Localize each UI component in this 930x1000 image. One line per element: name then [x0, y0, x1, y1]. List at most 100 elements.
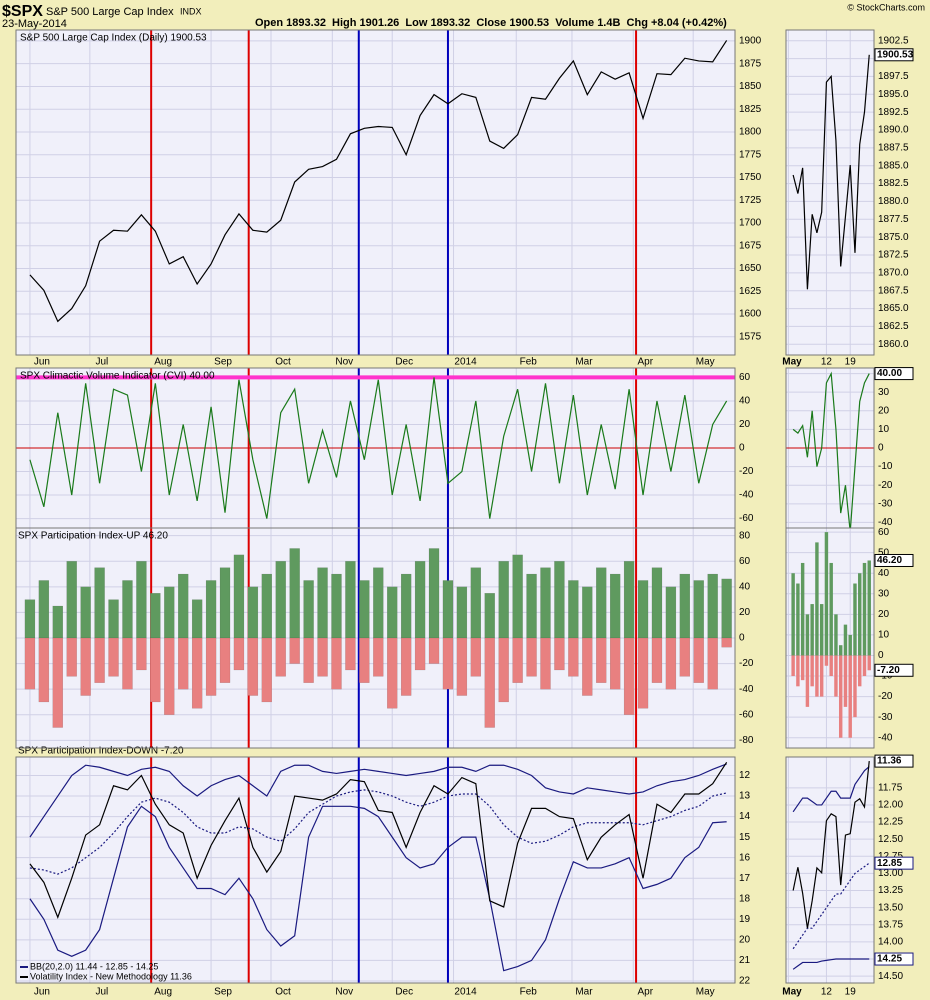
bar [679, 573, 691, 639]
bar [122, 580, 133, 639]
line [29, 805, 727, 972]
bar [568, 637, 579, 677]
bar [331, 637, 342, 690]
bar [637, 637, 649, 709]
bar [373, 637, 384, 677]
x-tick-label: Jun [34, 987, 50, 998]
x-tick-label: Dec [395, 987, 413, 998]
bar [829, 655, 833, 677]
bar [838, 655, 843, 738]
bar [526, 573, 537, 639]
y-tick-label: 1600 [739, 309, 762, 320]
y-tick-label: 1897.5 [878, 71, 909, 82]
bar [819, 604, 824, 656]
bar [108, 637, 119, 677]
y-tick-label: 1895.0 [878, 89, 909, 100]
y-tick-label: -60 [739, 709, 754, 720]
bar [540, 637, 551, 690]
y-tick-label: 11.75 [878, 782, 903, 793]
y-tick-label: 40 [739, 396, 751, 407]
x-tick-label: Nov [335, 357, 353, 368]
x-tick-label: 2014 [454, 357, 477, 368]
bar [414, 637, 426, 671]
x-tick-label: Jun [34, 357, 50, 368]
y-tick-label: 60 [739, 556, 751, 567]
bar [400, 573, 412, 639]
bar [24, 637, 36, 690]
bar [400, 637, 412, 696]
bar [94, 567, 105, 639]
bar [498, 637, 509, 703]
y-tick-label: 1865.0 [878, 303, 909, 314]
bar [470, 637, 481, 677]
y-tick-label: 1850 [739, 81, 762, 92]
bar [289, 637, 300, 664]
x-tick-label: Mar [575, 357, 593, 368]
y-tick-label: 1890.0 [878, 125, 909, 136]
bar [275, 637, 286, 677]
bar [526, 637, 537, 677]
y-tick-label: 1800 [739, 127, 762, 138]
y-tick-label: 14 [739, 811, 751, 822]
bar [665, 637, 677, 690]
bar [80, 586, 91, 639]
bar [848, 634, 852, 656]
y-tick-label: 10 [878, 424, 890, 435]
y-tick-label: 1885.0 [878, 160, 909, 171]
y-tick-label: 1675 [739, 240, 762, 251]
panel [15, 29, 736, 356]
bar [484, 637, 495, 728]
x-tick-label: May [696, 987, 715, 998]
y-tick-label: 12.25 [878, 817, 903, 828]
y-tick-label: -20 [878, 691, 893, 702]
panel-border [785, 29, 875, 356]
bar [80, 637, 91, 696]
y-tick-label: 1882.5 [878, 178, 909, 189]
bar [38, 637, 50, 703]
bar [387, 637, 398, 709]
line [29, 377, 728, 519]
bar [66, 637, 77, 677]
bar [829, 562, 833, 656]
x-tick-label: May [782, 357, 802, 368]
bar [38, 580, 50, 639]
credit: © StockCharts.com [847, 2, 925, 12]
x-tick-label: Apr [637, 987, 653, 998]
y-tick-label: 20 [739, 607, 751, 618]
bar [108, 599, 119, 639]
y-tick-label: 1725 [739, 195, 762, 206]
x-tick-label: 12 [821, 357, 833, 368]
bar [442, 580, 454, 639]
bar [810, 655, 814, 687]
y-tick-label: 40 [878, 568, 890, 579]
bar [858, 573, 862, 656]
bar [853, 583, 857, 656]
panel-title: SPX Participation Index-DOWN -7.20 [18, 746, 184, 757]
y-tick-label: 22 [739, 976, 751, 987]
bar [596, 637, 607, 683]
bar [834, 655, 838, 697]
y-tick-label: 20 [739, 419, 751, 430]
y-tick-label: -40 [739, 684, 754, 695]
y-tick-label: -30 [878, 712, 893, 723]
y-tick-label: 80 [739, 530, 751, 541]
bar [52, 605, 63, 639]
value-box [874, 367, 914, 381]
bar [665, 586, 677, 639]
value-label: 40.00 [877, 368, 902, 379]
bar [540, 567, 551, 639]
y-tick-label: 0 [878, 650, 884, 661]
y-tick-label: -20 [739, 466, 754, 477]
bar [387, 586, 398, 639]
bar [512, 637, 523, 683]
bar [359, 637, 370, 683]
bar [610, 573, 621, 639]
y-tick-label: 1825 [739, 104, 762, 115]
y-tick-label: 1877.5 [878, 214, 909, 225]
bar [498, 561, 509, 639]
symbol: $SPX [2, 3, 43, 20]
bar [707, 573, 718, 639]
bar [178, 573, 189, 639]
bar [345, 637, 356, 671]
bar [623, 561, 635, 639]
